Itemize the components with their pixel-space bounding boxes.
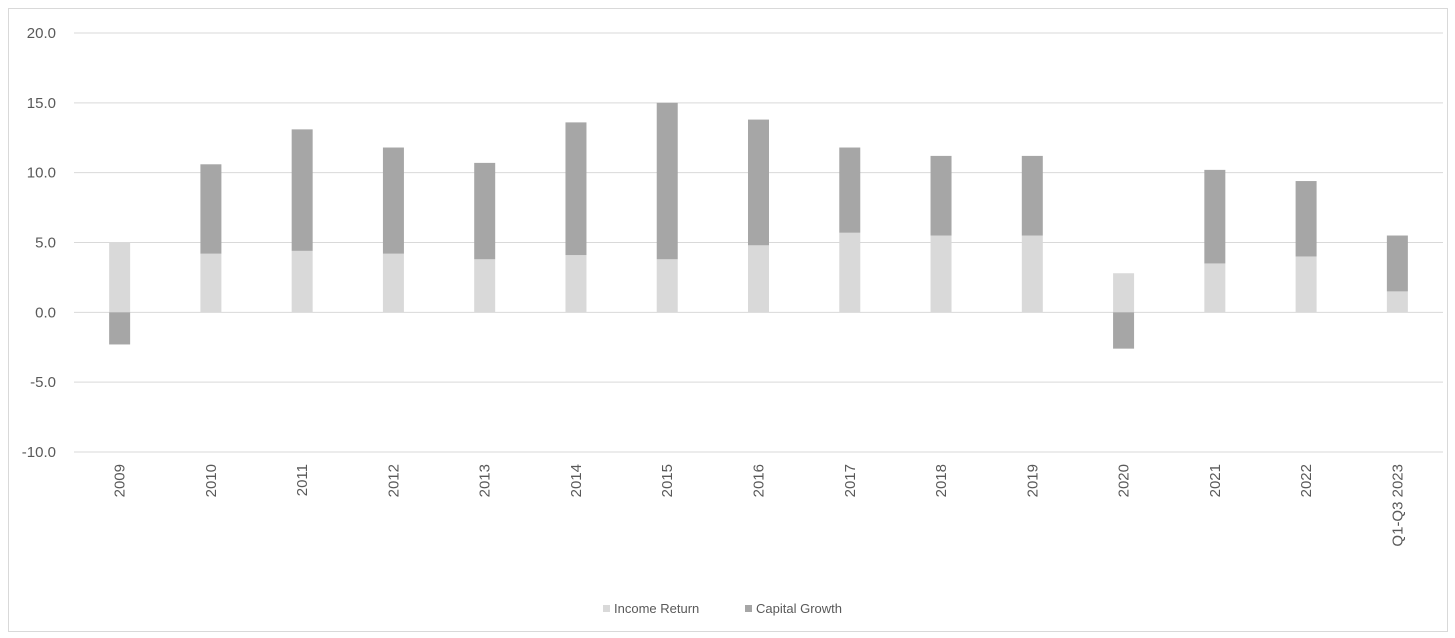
x-tick-label: 2020 xyxy=(1116,464,1133,497)
x-tick-label: 2014 xyxy=(568,464,585,497)
bar-capital-growth xyxy=(109,312,131,345)
x-tick-label: 2011 xyxy=(294,464,311,496)
bar-income-return xyxy=(1295,256,1317,313)
legend: Income Return Capital Growth xyxy=(603,601,842,616)
bar-capital-growth xyxy=(839,147,861,233)
x-tick-label: Q1-Q3 2023 xyxy=(1389,464,1406,547)
x-tick-label: 2017 xyxy=(842,464,859,497)
bar-income-return xyxy=(200,253,222,313)
bar-capital-growth xyxy=(1386,235,1408,292)
bar-income-return xyxy=(474,259,496,313)
chart-frame xyxy=(8,8,1448,632)
x-tick-label: 2016 xyxy=(751,464,768,497)
legend-swatch-income-return xyxy=(603,605,610,612)
bar-capital-growth xyxy=(1021,155,1043,236)
bar-income-return xyxy=(839,232,861,313)
y-tick-label: 10.0 xyxy=(27,165,56,182)
bar-income-return xyxy=(1204,263,1226,313)
legend-label-income-return: Income Return xyxy=(614,601,699,616)
x-tick-label: 2018 xyxy=(933,464,950,497)
bar-capital-growth xyxy=(382,147,404,254)
y-tick-label: -5.0 xyxy=(30,374,56,391)
bar-income-return xyxy=(109,242,131,313)
bar-capital-growth xyxy=(291,129,313,251)
x-axis-ticks: 2009 2010 2011 2012 2013 2014 2015 2016 2017 2018… xyxy=(112,464,1407,547)
bar-capital-growth xyxy=(474,162,496,260)
bar-capital-growth xyxy=(656,102,678,260)
y-tick-label: -10.0 xyxy=(22,444,56,461)
bar-income-return xyxy=(748,245,769,313)
y-axis-ticks: 20.0 15.0 10.0 5.0 0.0 -5.0 -10.0 xyxy=(22,25,56,461)
bar-income-return xyxy=(382,253,404,313)
bars xyxy=(109,102,1408,349)
bar-capital-growth xyxy=(748,119,769,246)
x-tick-label: 2009 xyxy=(112,464,129,497)
bar-income-return xyxy=(1113,273,1135,313)
y-tick-label: 0.0 xyxy=(35,304,56,321)
legend-label-capital-growth: Capital Growth xyxy=(756,601,842,616)
bar-capital-growth xyxy=(930,155,952,236)
x-tick-label: 2015 xyxy=(659,464,676,497)
x-tick-label: 2012 xyxy=(385,464,402,497)
y-tick-label: 20.0 xyxy=(27,25,56,42)
x-tick-label: 2019 xyxy=(1024,464,1041,497)
bar-income-return xyxy=(291,250,313,313)
y-tick-label: 15.0 xyxy=(27,95,56,112)
bar-income-return xyxy=(565,255,587,313)
bar-capital-growth xyxy=(1113,312,1135,349)
bar-income-return xyxy=(1021,235,1043,313)
bar-capital-growth xyxy=(200,164,222,254)
x-tick-label: 2021 xyxy=(1207,464,1224,497)
bar-income-return xyxy=(1386,291,1408,313)
y-tick-label: 5.0 xyxy=(35,235,56,252)
bar-capital-growth xyxy=(565,122,587,256)
bar-capital-growth xyxy=(1204,169,1226,264)
bar-income-return xyxy=(930,235,952,313)
bar-income-return xyxy=(656,259,678,313)
x-tick-label: 2022 xyxy=(1298,464,1315,497)
x-tick-label: 2013 xyxy=(477,464,494,497)
x-tick-label: 2010 xyxy=(203,464,220,497)
bar-capital-growth xyxy=(1295,181,1317,257)
legend-swatch-capital-growth xyxy=(745,605,752,612)
